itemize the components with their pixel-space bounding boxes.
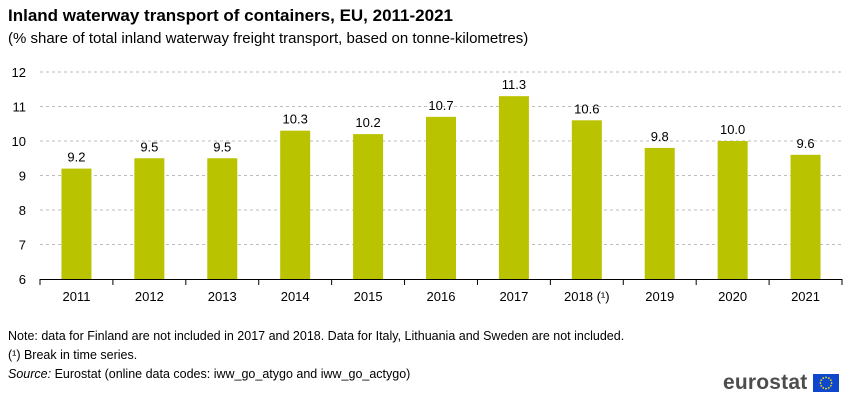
x-tick-label: 2021 bbox=[791, 289, 820, 304]
bar bbox=[207, 158, 238, 279]
bar bbox=[353, 134, 384, 279]
x-tick-label: 2013 bbox=[208, 289, 237, 304]
footnotes: Note: data for Finland are not included … bbox=[8, 327, 624, 384]
eu-star bbox=[830, 379, 833, 382]
data-label: 10.6 bbox=[574, 101, 599, 116]
y-tick-label: 12 bbox=[12, 65, 26, 80]
eurostat-wordmark: eurostat bbox=[723, 371, 808, 394]
eurostat-logo: eurostat bbox=[723, 371, 840, 395]
bar bbox=[498, 96, 529, 280]
eu-star bbox=[830, 384, 833, 387]
data-label: 10.0 bbox=[720, 122, 745, 137]
eu-star bbox=[828, 386, 831, 389]
x-tick-label: 2018 (¹) bbox=[564, 289, 610, 304]
eu-flag-icon bbox=[813, 374, 840, 392]
chart-subtitle: (% share of total inland waterway freigh… bbox=[8, 30, 529, 47]
eu-star bbox=[831, 382, 833, 384]
eu-star bbox=[828, 377, 831, 380]
data-label: 10.2 bbox=[355, 115, 380, 130]
bar bbox=[280, 130, 311, 279]
source-label: Source: bbox=[8, 367, 52, 381]
data-label: 11.3 bbox=[502, 77, 526, 92]
chart-title: Inland waterway transport of containers,… bbox=[8, 6, 453, 25]
note-break: (¹) Break in time series. bbox=[8, 348, 138, 362]
data-label: 10.7 bbox=[428, 98, 453, 113]
eu-star bbox=[820, 379, 823, 382]
data-label: 9.5 bbox=[213, 139, 231, 154]
eu-star bbox=[820, 384, 823, 387]
bar bbox=[790, 154, 821, 279]
data-label: 9.8 bbox=[651, 129, 669, 144]
x-tick-label: 2015 bbox=[354, 289, 383, 304]
y-tick-label: 6 bbox=[19, 272, 26, 287]
source-line: Source: Eurostat (online data codes: iww… bbox=[8, 365, 624, 384]
bar bbox=[571, 120, 602, 279]
x-tick-label: 2020 bbox=[718, 289, 747, 304]
bar bbox=[717, 141, 748, 279]
eu-star bbox=[822, 377, 825, 380]
x-tick-label: 2012 bbox=[135, 289, 164, 304]
bar bbox=[134, 158, 165, 279]
note-finland: Note: data for Finland are not included … bbox=[8, 329, 625, 343]
bar bbox=[61, 168, 92, 279]
y-tick-label: 11 bbox=[13, 100, 27, 115]
x-tick-label: 2014 bbox=[281, 289, 310, 304]
bar bbox=[426, 116, 456, 279]
y-tick-label: 8 bbox=[19, 203, 26, 218]
eu-star bbox=[820, 382, 822, 384]
eu-star bbox=[822, 386, 825, 389]
x-tick-label: 2016 bbox=[427, 289, 456, 304]
data-label: 9.5 bbox=[140, 139, 158, 154]
x-tick-label: 2017 bbox=[499, 289, 528, 304]
y-tick-label: 9 bbox=[19, 169, 26, 184]
x-tick-label: 2011 bbox=[62, 289, 90, 304]
bar-chart: 6 7 8 9 10 11 12 9.2 2011 9.5 2012 9.5 2013 10.3 2014 1… bbox=[12, 65, 843, 304]
y-tick-label: 7 bbox=[19, 238, 26, 253]
data-label: 9.2 bbox=[67, 150, 85, 165]
x-tick-label: 2019 bbox=[645, 289, 674, 304]
data-label: 10.3 bbox=[283, 112, 308, 127]
source-text: Eurostat (online data codes: iww_go_atyg… bbox=[51, 367, 411, 381]
eu-star bbox=[825, 376, 828, 379]
bar bbox=[644, 147, 675, 279]
data-label: 9.6 bbox=[797, 136, 815, 151]
eu-star bbox=[825, 387, 828, 390]
y-tick-label: 10 bbox=[12, 134, 26, 149]
